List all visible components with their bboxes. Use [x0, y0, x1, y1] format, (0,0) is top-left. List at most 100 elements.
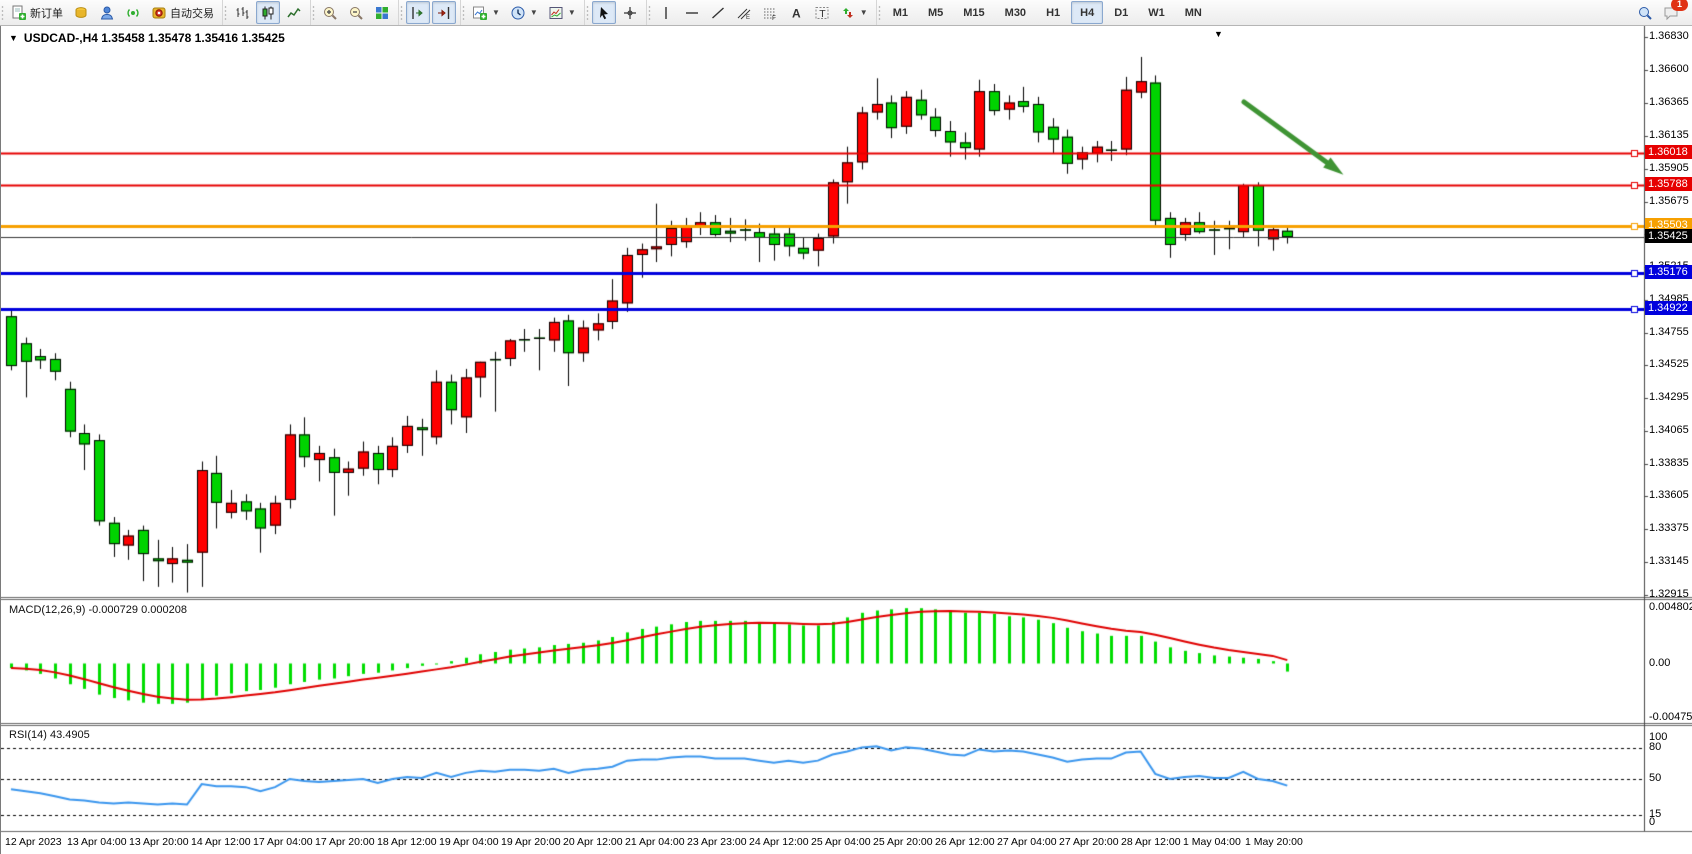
price-tick-label: 1.34755 — [1649, 325, 1689, 338]
zoom-out-button[interactable] — [344, 1, 368, 24]
trendline-icon — [710, 5, 726, 21]
autotrading-icon — [151, 5, 167, 21]
chart-shift-button[interactable] — [432, 1, 456, 24]
crosshair-button[interactable] — [618, 1, 642, 24]
tf-m5[interactable]: M5 — [919, 1, 952, 24]
time-axis-label: 13 Apr 20:00 — [129, 836, 189, 848]
price-tick-label: 1.34525 — [1649, 358, 1689, 371]
toolbar-group-chart-type — [222, 0, 310, 25]
macd-max-label: 0.004802 — [1649, 601, 1692, 614]
time-axis-label: 25 Apr 04:00 — [811, 836, 871, 848]
price-chart-canvas[interactable] — [1, 26, 1692, 854]
trendline-button[interactable] — [706, 1, 730, 24]
chevron-down-icon[interactable]: ▼ — [567, 8, 576, 17]
hline-icon — [684, 5, 700, 21]
macd-indicator-label: MACD(12,26,9) -0.000729 0.000208 — [9, 604, 187, 616]
tile-windows-button[interactable] — [370, 1, 394, 24]
new-order-button[interactable]: 新订单 — [7, 1, 67, 24]
notification-badge: 1 — [1671, 0, 1688, 11]
vline-icon — [658, 5, 674, 21]
channel-icon: E — [736, 5, 752, 21]
autotrading-button-label: 自动交易 — [170, 7, 214, 20]
signals-button[interactable] — [121, 1, 145, 24]
notifications-button[interactable]: 1 — [1659, 0, 1688, 24]
search-icon — [1639, 6, 1652, 20]
time-axis-label: 28 Apr 12:00 — [1121, 836, 1181, 848]
tf-m1[interactable]: M1 — [884, 1, 917, 24]
vertical-line-button[interactable] — [654, 1, 678, 24]
rsi-axis-label: 0 — [1649, 816, 1656, 828]
chevron-down-icon[interactable]: ▼ — [859, 8, 868, 17]
line-chart-button[interactable] — [282, 1, 306, 24]
time-axis-label: 18 Apr 12:00 — [377, 836, 437, 848]
tf-m15[interactable]: M15 — [954, 1, 993, 24]
signals-icon — [125, 5, 141, 21]
text-a-icon: A — [788, 5, 804, 21]
fibonacci-button[interactable]: F — [758, 1, 782, 24]
text-button[interactable]: A — [784, 1, 808, 24]
time-axis-label: 25 Apr 20:00 — [873, 836, 933, 848]
tf-h4-label: H4 — [1080, 6, 1095, 19]
community-button[interactable] — [95, 1, 119, 24]
indicators-button[interactable]: ▼ — [468, 1, 504, 24]
time-axis-label: 21 Apr 04:00 — [625, 836, 685, 848]
periods-button[interactable]: ▼ — [506, 1, 542, 24]
zoom-in-button[interactable] — [318, 1, 342, 24]
tf-d1[interactable]: D1 — [1105, 1, 1137, 24]
price-tick-label: 1.36135 — [1649, 129, 1689, 141]
tf-mn-label: MN — [1184, 6, 1202, 19]
cursor-button[interactable] — [591, 1, 616, 24]
price-tick-label: 1.35675 — [1649, 194, 1689, 207]
auto-scroll-button[interactable] — [406, 1, 430, 24]
tf-mn[interactable]: MN — [1176, 1, 1211, 24]
shapes-icon — [840, 5, 856, 21]
search-button[interactable] — [1633, 1, 1657, 24]
arrows-button[interactable]: ▼ — [836, 1, 872, 24]
tf-m30[interactable]: M30 — [996, 1, 1035, 24]
autotrading-button[interactable]: 自动交易 — [147, 1, 218, 24]
chart-title-text: USDCAD-,H4 1.35458 1.35478 1.35416 1.354… — [23, 31, 285, 45]
toolbar-group-timeframes: M1 M5 M15 M30 H1 H4 D1 W1 MN — [875, 0, 1215, 25]
deposit-button[interactable] — [69, 1, 93, 24]
text-label-button[interactable]: T — [810, 1, 834, 24]
templates-button[interactable]: ▼ — [544, 1, 580, 24]
fibonacci-icon: F — [762, 5, 778, 21]
price-tick-label: 1.33145 — [1649, 554, 1689, 567]
crosshair-icon — [622, 5, 638, 21]
price-level-badge: 1.35788 — [1645, 177, 1692, 192]
rsi-axis-label: 50 — [1649, 772, 1662, 784]
chevron-down-icon[interactable]: ▼ — [529, 8, 538, 17]
tf-h4[interactable]: H4 — [1071, 1, 1104, 24]
horizontal-line-button[interactable] — [680, 1, 704, 24]
current-price-badge: 1.35425 — [1645, 229, 1692, 244]
time-axis-label: 1 May 04:00 — [1183, 836, 1241, 848]
equidistant-channel-button[interactable]: E — [732, 1, 756, 24]
time-axis-label: 19 Apr 04:00 — [439, 836, 499, 848]
toolbar-group-insert: ▼ ▼ ▼ — [460, 0, 584, 25]
macd-min-label: -0.004758 — [1649, 711, 1692, 724]
time-axis-label: 17 Apr 20:00 — [315, 836, 375, 848]
time-axis-label: 27 Apr 20:00 — [1059, 836, 1119, 848]
text-t-icon: T — [814, 5, 830, 21]
rsi-indicator-label: RSI(14) 43.4905 — [9, 729, 90, 741]
chart-dropdown-icon[interactable]: ▼ — [9, 33, 18, 43]
rsi-axis-label: 100 — [1649, 731, 1668, 743]
zoom-out-icon — [348, 5, 364, 21]
tf-m1-label: M1 — [892, 6, 908, 19]
bars-chart-icon — [234, 5, 250, 21]
price-tick-label: 1.36365 — [1649, 96, 1689, 109]
price-tick-label: 1.34065 — [1649, 423, 1689, 436]
tf-h1[interactable]: H1 — [1037, 1, 1069, 24]
candles-chart-button[interactable] — [256, 1, 280, 24]
tf-w1-label: W1 — [1148, 6, 1165, 19]
toolbar-group-scroll — [398, 0, 460, 25]
bars-chart-button[interactable] — [230, 1, 254, 24]
price-tick-label: 1.33835 — [1649, 456, 1689, 469]
coins-icon — [73, 5, 89, 21]
zoom-in-icon — [322, 5, 338, 21]
scroll-position-marker: ▼ — [1214, 29, 1223, 39]
tf-w1[interactable]: W1 — [1139, 1, 1174, 24]
chevron-down-icon[interactable]: ▼ — [492, 8, 500, 17]
time-axis-label: 20 Apr 12:00 — [563, 836, 623, 848]
rsi-axis-label: 80 — [1649, 741, 1662, 754]
